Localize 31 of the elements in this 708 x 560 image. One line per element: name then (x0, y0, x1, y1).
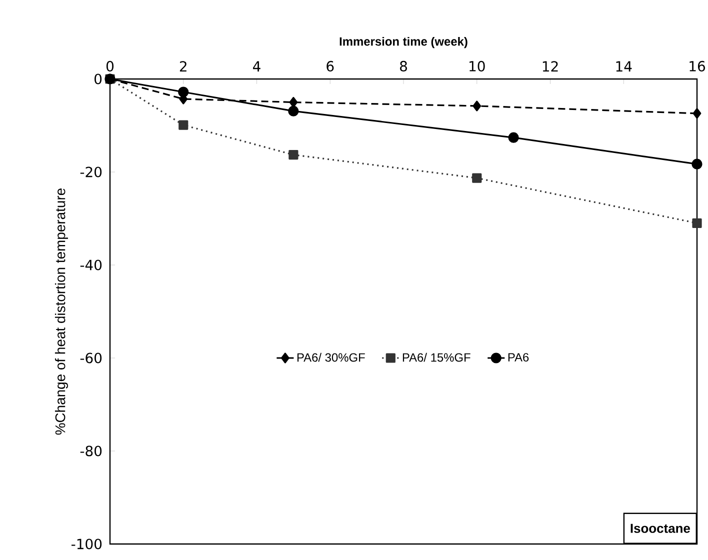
point (692, 218, 702, 228)
x-tick-label: 14 (616, 61, 632, 72)
y-tick-label: -60 (80, 352, 102, 364)
y-tick-label: -20 (80, 166, 102, 178)
point (692, 108, 702, 119)
point (178, 120, 188, 130)
legend-label: PA6/ 15%GF (402, 352, 470, 362)
legend-label: PA6 (508, 353, 529, 362)
x-tick-label: 0 (106, 60, 114, 72)
x-tick-label: 2 (180, 61, 186, 72)
x-tick-label: 4 (253, 61, 260, 72)
x-tick-label: 12 (542, 61, 558, 72)
x-tick-label: 10 (470, 60, 485, 72)
point (692, 158, 702, 170)
y-axis-title: %Change of heat distortion temperature (54, 188, 68, 435)
x-tick-label: 6 (326, 60, 334, 72)
x-axis-title: Immersion time (week) (340, 36, 468, 48)
legend-label: PA6/ 30%GF (297, 352, 365, 362)
annotation: Isooctane (630, 524, 690, 533)
point (472, 173, 482, 183)
x-tick-label: 8 (400, 60, 407, 72)
point (288, 150, 298, 160)
x-tick-label: 16 (690, 60, 705, 72)
point (508, 132, 519, 143)
y-tick-label: 0 (94, 74, 102, 84)
point (472, 100, 482, 112)
y-tick-label: -40 (80, 260, 102, 270)
point (288, 106, 299, 116)
point (178, 86, 189, 98)
y-tick-label: -100 (72, 538, 102, 550)
y-tick-label: -80 (80, 446, 102, 456)
